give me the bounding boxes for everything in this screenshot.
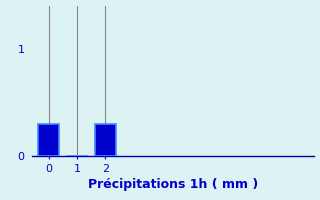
X-axis label: Précipitations 1h ( mm ): Précipitations 1h ( mm ) bbox=[88, 178, 258, 191]
Bar bbox=[38, 124, 60, 156]
Bar bbox=[95, 124, 116, 156]
